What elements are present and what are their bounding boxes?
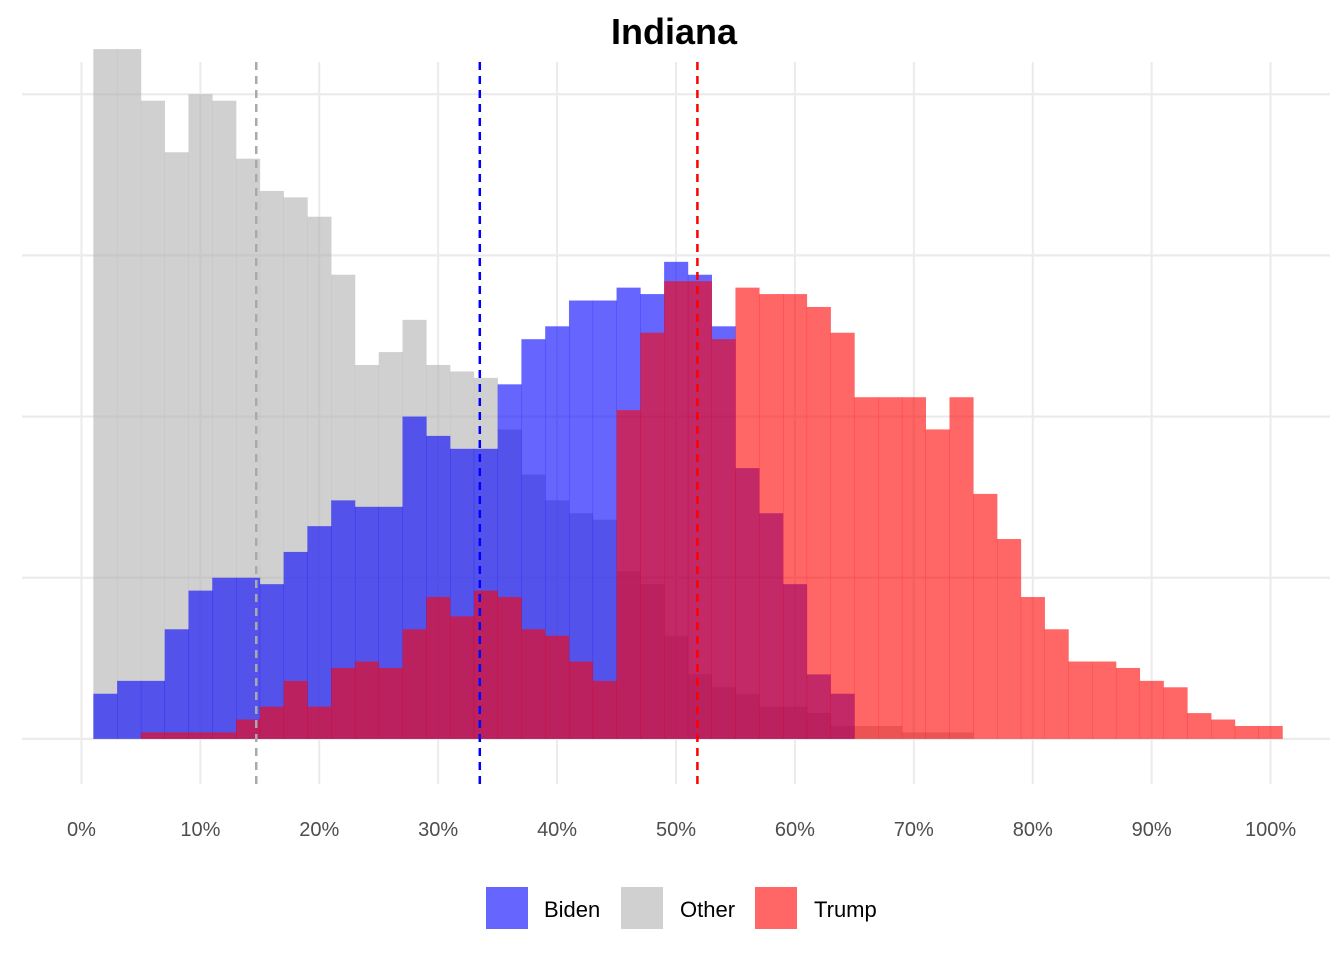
bar-trump-34: [901, 397, 927, 739]
bar-biden-1: [117, 680, 142, 739]
bar-trump-7: [259, 706, 284, 739]
bar-trump-24: [664, 281, 689, 739]
x-tick-label-2: 20%: [299, 819, 339, 841]
bar-trump-12: [378, 667, 403, 739]
bar-biden-2: [140, 680, 165, 739]
bar-trump-19: [545, 635, 570, 739]
bar-trump-10: [331, 667, 356, 739]
bar-trump-43: [1115, 667, 1141, 739]
x-tick-label-3: 30%: [418, 819, 458, 841]
legend-label-trump: Trump: [814, 897, 877, 922]
bar-trump-4: [188, 732, 213, 739]
bar-trump-31: [830, 332, 855, 739]
bar-other-0: [93, 49, 118, 739]
bar-trump-29: [783, 294, 808, 739]
series-trump: [140, 281, 1283, 739]
bar-trump-25: [687, 281, 712, 739]
bar-trump-11: [354, 661, 380, 739]
bar-biden-21: [592, 300, 617, 739]
bar-trump-32: [854, 397, 879, 739]
bar-trump-44: [1139, 680, 1164, 739]
bar-trump-20: [568, 661, 594, 739]
bar-trump-23: [640, 332, 665, 739]
legend-swatch-biden: [486, 887, 528, 929]
bar-biden-5: [212, 577, 237, 739]
x-tick-label-0: 0%: [67, 819, 96, 841]
bar-trump-5: [212, 732, 237, 739]
legend-label-other: Other: [680, 897, 735, 922]
bar-trump-37: [973, 493, 998, 739]
x-tick-label-10: 100%: [1245, 819, 1296, 841]
bar-trump-8: [283, 680, 308, 739]
bar-trump-2: [140, 732, 165, 739]
x-tick-label-9: 90%: [1132, 819, 1172, 841]
bar-trump-36: [949, 397, 974, 739]
bar-trump-21: [592, 680, 617, 739]
bar-trump-22: [616, 410, 641, 739]
bar-trump-48: [1234, 725, 1259, 739]
bar-trump-14: [426, 597, 451, 739]
bar-biden-0: [93, 693, 118, 739]
x-tick-label-7: 70%: [894, 819, 934, 841]
x-tick-label-5: 50%: [656, 819, 696, 841]
legend: Biden Other Trump: [486, 887, 877, 929]
bar-trump-18: [521, 629, 546, 739]
bar-trump-17: [497, 597, 522, 739]
bars: [93, 49, 1283, 739]
bar-trump-41: [1068, 661, 1093, 739]
bar-trump-26: [711, 339, 736, 739]
x-tick-label-1: 10%: [180, 819, 220, 841]
bar-trump-38: [997, 539, 1022, 739]
x-tick-label-6: 60%: [775, 819, 815, 841]
bar-trump-45: [1163, 687, 1188, 739]
bar-trump-28: [759, 294, 784, 739]
chart-title: Indiana: [611, 11, 738, 52]
bar-trump-30: [806, 306, 831, 739]
legend-label-biden: Biden: [544, 897, 600, 922]
bar-trump-42: [1092, 661, 1117, 739]
bar-other-2: [140, 100, 165, 739]
x-axis-ticks: 0% 10% 20% 30% 40% 50% 60% 70% 80% 90% 100%: [67, 819, 1296, 841]
bar-other-1: [117, 49, 142, 739]
bar-trump-6: [236, 719, 261, 739]
bar-trump-33: [878, 397, 903, 739]
legend-swatch-trump: [755, 887, 797, 929]
bar-trump-9: [307, 706, 332, 739]
bar-biden-9: [307, 526, 332, 739]
bar-biden-4: [188, 590, 213, 739]
bar-trump-47: [1211, 719, 1236, 739]
bar-trump-40: [1044, 629, 1069, 739]
bar-biden-3: [164, 629, 189, 739]
x-tick-label-8: 80%: [1013, 819, 1053, 841]
bar-trump-35: [925, 429, 950, 739]
bar-trump-13: [402, 629, 427, 739]
bar-trump-46: [1187, 713, 1212, 739]
bar-trump-16: [473, 590, 498, 739]
bar-trump-49: [1258, 725, 1283, 739]
bar-trump-15: [450, 616, 475, 739]
legend-swatch-other: [621, 887, 663, 929]
bar-trump-39: [1020, 597, 1045, 739]
bar-trump-27: [735, 287, 760, 739]
x-tick-label-4: 40%: [537, 819, 577, 841]
bar-trump-3: [164, 732, 189, 739]
